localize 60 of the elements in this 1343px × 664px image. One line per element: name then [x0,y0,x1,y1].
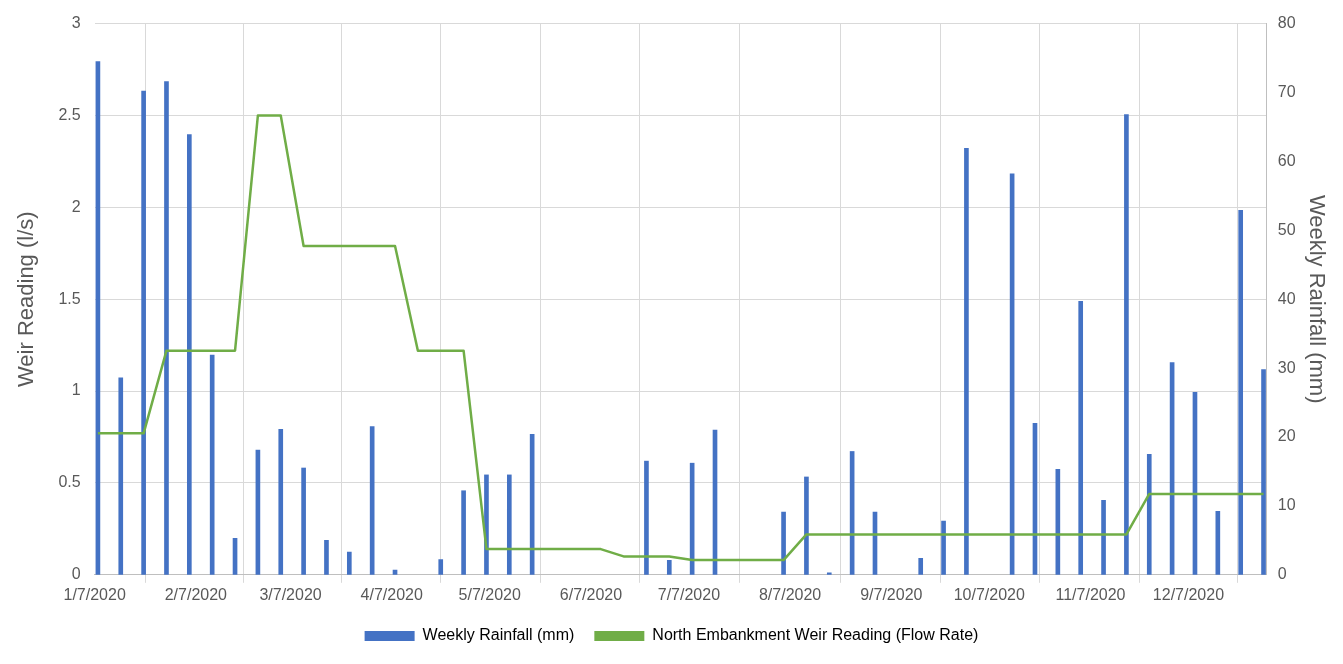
x-tick-label: 11/7/2020 [1055,585,1126,603]
x-tick-label: 12/7/2020 [1152,585,1225,603]
y-tick-label: 3 [71,14,81,32]
bar [918,557,924,575]
bar [666,560,672,575]
bar [1238,209,1244,575]
x-tick-label: 7/7/2020 [657,585,721,603]
y-axis-title: Weir Reading (l/s) [13,211,39,388]
y2-tick-label: 50 [1277,220,1296,238]
bar [324,540,329,575]
bar [1215,511,1221,575]
y-tick-label: 1.5 [58,289,81,307]
y-tick-label: 2 [71,197,81,215]
bar [346,551,352,575]
bar [141,90,146,575]
y2-tick-label: 80 [1277,14,1296,32]
x-tick-label: 10/7/2020 [953,585,1025,603]
x-tick-label: 1/7/2020 [63,585,126,603]
bar [644,460,649,575]
x-tick-label: 9/7/2020 [860,585,923,603]
y-tick-label: 2.5 [58,105,81,123]
bar [826,572,832,575]
y-tick-label: 0 [71,565,81,583]
x-tick-label: 5/7/2020 [458,585,521,603]
x-tick-label: 3/7/2020 [259,585,322,603]
legend-label: Weekly Rainfall (mm) [422,626,575,644]
y2-tick-label: 40 [1277,289,1296,307]
x-tick-label: 6/7/2020 [559,585,623,603]
y2-tick-label: 10 [1277,496,1296,514]
bar [1146,453,1152,575]
legend-label: North Embankment Weir Reading (Flow Rate) [652,626,979,644]
x-tick-label: 2/7/2020 [164,585,228,603]
bar [1078,300,1084,575]
bar [781,511,786,575]
bar [278,429,284,575]
x-tick-label: 8/7/2020 [758,585,822,603]
y2-tick-label: 60 [1277,151,1296,169]
bar [964,147,969,575]
bar [804,476,809,575]
bar [164,81,169,575]
x-tick-label: 4/7/2020 [360,585,424,603]
bar [209,354,215,575]
y-tick-label: 1 [71,381,81,399]
bar [1124,114,1129,575]
y2-axis-title: Weekly Rainfall (mm) [1304,194,1330,404]
y2-tick-label: 30 [1277,358,1296,376]
bar [941,520,946,575]
bar [369,426,375,575]
y2-tick-label: 20 [1277,427,1296,445]
bar [187,134,192,575]
y-tick-label: 0.5 [58,473,81,491]
bar [506,474,512,575]
bar [438,559,444,575]
bar [1101,500,1106,575]
bar [301,467,306,575]
y2-tick-label: 70 [1277,82,1296,100]
bar [461,490,466,575]
bar [1261,369,1266,575]
y2-tick-label: 0 [1277,565,1287,583]
bar [118,377,124,575]
